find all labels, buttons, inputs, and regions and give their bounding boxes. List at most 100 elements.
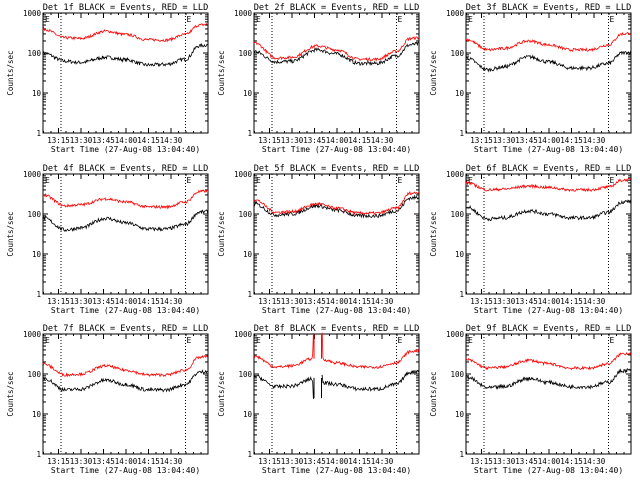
x-axis-label: Start Time (27-Aug-08 13:04:40)	[51, 145, 200, 154]
panel-title: Det 6f BLACK = Events, RED = LLD	[466, 164, 632, 174]
x-tick-label: 14:15	[348, 457, 371, 466]
x-tick-label: 13:45	[303, 297, 326, 306]
y-tick-label: 1000	[23, 330, 42, 339]
x-tick-label: 13:30	[493, 136, 516, 145]
events-series-line	[253, 41, 419, 66]
corner-mark-right: E	[187, 176, 192, 185]
y-tick-label: 100	[450, 210, 464, 219]
panel-title: Det 2f BLACK = Events, RED = LLD	[254, 3, 420, 13]
x-tick-label: 14:00	[538, 136, 561, 145]
y-tick-label: 10	[243, 250, 253, 259]
corner-mark-right: E	[398, 176, 403, 185]
y-tick-label: 1000	[234, 330, 253, 339]
y-tick-label: 1	[36, 290, 41, 299]
lld-series-line	[465, 351, 632, 371]
y-axis-label: Counts/sec	[217, 50, 226, 95]
lld-series-line	[253, 36, 420, 62]
x-tick-label: 13:15	[470, 136, 493, 145]
corner-mark-left: E	[468, 176, 473, 185]
y-tick-label: 10	[455, 410, 465, 419]
y-tick-label: 100	[238, 49, 252, 58]
x-tick-label: 14:15	[560, 136, 583, 145]
y-tick-label: 1	[459, 129, 464, 138]
y-tick-label: 1000	[23, 170, 42, 179]
x-tick-label: 13:45	[92, 136, 115, 145]
y-axis-label: Counts/sec	[429, 211, 438, 256]
lld-series-line	[42, 23, 208, 43]
y-tick-label: 10	[243, 410, 253, 419]
x-tick-label: 14:30	[371, 297, 394, 306]
y-tick-label: 10	[243, 89, 253, 98]
x-tick-label: 13:30	[281, 457, 304, 466]
x-tick-label: 13:45	[515, 136, 538, 145]
events-series-line	[465, 368, 632, 390]
y-tick-label: 1000	[234, 9, 253, 18]
x-tick-label: 13:15	[47, 457, 70, 466]
y-tick-label: 1	[36, 129, 41, 138]
x-tick-label: 13:30	[281, 297, 304, 306]
corner-mark-right: E	[398, 336, 403, 345]
x-tick-label: 14:30	[160, 136, 183, 145]
y-axis-label: Counts/sec	[6, 50, 15, 95]
y-tick-label: 10	[455, 250, 465, 259]
panel-det-5: Det 5f BLACK = Events, RED = LLD E E 1 10 100…	[217, 164, 420, 315]
y-tick-label: 1000	[23, 9, 42, 18]
x-axis-label: Start Time (27-Aug-08 13:04:40)	[474, 466, 623, 475]
plot-frame	[253, 12, 420, 134]
x-tick-label: 13:45	[92, 457, 115, 466]
events-series-line	[465, 50, 632, 73]
y-axis-label: Counts/sec	[429, 371, 438, 416]
panel-title: Det 1f BLACK = Events, RED = LLD	[43, 3, 209, 13]
corner-mark-left: E	[256, 336, 261, 345]
x-tick-label: 14:15	[560, 457, 583, 466]
y-tick-label: 10	[32, 89, 42, 98]
x-axis-label: Start Time (27-Aug-08 13:04:40)	[51, 306, 200, 315]
x-tick-label: 14:00	[326, 136, 349, 145]
panel-title: Det 5f BLACK = Events, RED = LLD	[254, 164, 420, 174]
y-tick-label: 100	[450, 370, 464, 379]
panel-det-3: Det 3f BLACK = Events, RED = LLD E E 1 10 100…	[429, 3, 632, 154]
x-tick-label: 14:15	[137, 136, 160, 145]
corner-mark-right: E	[610, 176, 615, 185]
y-tick-label: 1	[459, 450, 464, 459]
corner-mark-right: E	[398, 15, 403, 24]
y-tick-label: 1000	[446, 170, 465, 179]
x-tick-label: 14:15	[348, 297, 371, 306]
panel-det-8: Det 8f BLACK = Events, RED = LLD E E 1 10 100…	[217, 324, 420, 475]
plot-frame	[465, 12, 632, 134]
y-tick-label: 10	[32, 410, 42, 419]
panel-det-2: Det 2f BLACK = Events, RED = LLD E E 1 10 100…	[217, 3, 420, 154]
x-tick-label: 13:30	[493, 297, 516, 306]
y-tick-label: 1	[247, 450, 252, 459]
y-tick-label: 1000	[446, 330, 465, 339]
x-axis-label: Start Time (27-Aug-08 13:04:40)	[262, 466, 411, 475]
y-tick-label: 100	[450, 49, 464, 58]
x-axis-label: Start Time (27-Aug-08 13:04:40)	[474, 145, 623, 154]
corner-mark-left: E	[45, 336, 50, 345]
corner-mark-right: E	[187, 15, 192, 24]
x-tick-label: 13:15	[258, 457, 281, 466]
x-tick-label: 13:30	[70, 297, 93, 306]
y-tick-label: 10	[32, 250, 42, 259]
y-tick-label: 100	[238, 370, 252, 379]
plot-frame	[465, 333, 632, 455]
x-tick-label: 14:00	[115, 136, 138, 145]
lld-series-line	[253, 332, 420, 370]
x-tick-label: 14:30	[371, 136, 394, 145]
events-series-line	[42, 42, 208, 67]
x-tick-label: 13:45	[515, 297, 538, 306]
x-tick-label: 14:15	[137, 297, 160, 306]
x-tick-label: 14:00	[538, 297, 561, 306]
x-tick-label: 13:30	[70, 457, 93, 466]
x-tick-label: 13:15	[470, 297, 493, 306]
lld-series-line	[465, 177, 631, 193]
panel-title: Det 7f BLACK = Events, RED = LLD	[43, 324, 209, 334]
y-tick-label: 1	[247, 290, 252, 299]
plot-frame	[42, 173, 209, 295]
x-tick-label: 13:45	[303, 457, 326, 466]
plot-frame	[253, 173, 420, 295]
events-series-line	[465, 199, 632, 222]
x-tick-label: 14:00	[326, 457, 349, 466]
